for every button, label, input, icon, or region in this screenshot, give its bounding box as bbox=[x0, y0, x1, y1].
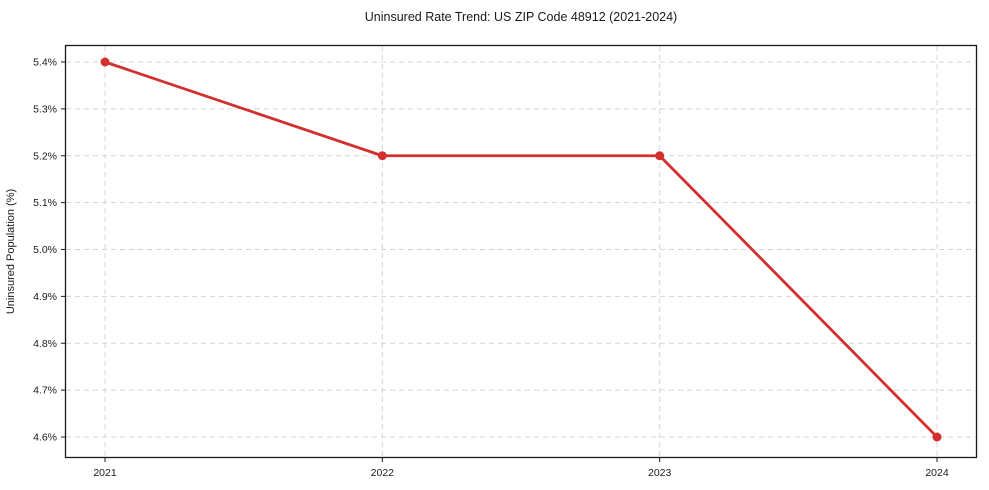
trend-line bbox=[103, 60, 939, 439]
y-tick-label: 4.7% bbox=[33, 385, 57, 397]
y-tick-label: 4.6% bbox=[33, 432, 57, 444]
y-tick-label: 5.2% bbox=[33, 150, 57, 162]
x-tick-label: 2021 bbox=[93, 467, 117, 479]
chart-title: Uninsured Rate Trend: US ZIP Code 48912 … bbox=[365, 10, 677, 24]
y-tick-label: 5.0% bbox=[33, 244, 57, 256]
y-tick-label: 4.8% bbox=[33, 338, 57, 350]
data-series bbox=[100, 57, 942, 442]
data-point bbox=[932, 432, 942, 442]
axes: 5.4% 5.3% 5.2% 5.1% 5.0% 4.9% 4.8% 4.7% 4.6% 2021… bbox=[33, 44, 978, 479]
y-tick-label: 4.9% bbox=[33, 291, 57, 303]
data-point bbox=[655, 151, 665, 161]
x-tick-label: 2022 bbox=[371, 467, 395, 479]
gridlines bbox=[66, 46, 976, 457]
plot-border bbox=[64, 44, 978, 459]
x-tick-label: 2023 bbox=[648, 467, 672, 479]
x-tick-label: 2024 bbox=[925, 467, 949, 479]
y-tick-label: 5.4% bbox=[33, 57, 57, 69]
y-tick-label: 5.3% bbox=[33, 103, 57, 115]
y-axis-label: Uninsured Population (%) bbox=[5, 189, 17, 314]
data-point bbox=[100, 57, 110, 67]
data-point bbox=[377, 151, 387, 161]
y-tick-label: 5.1% bbox=[33, 197, 57, 209]
